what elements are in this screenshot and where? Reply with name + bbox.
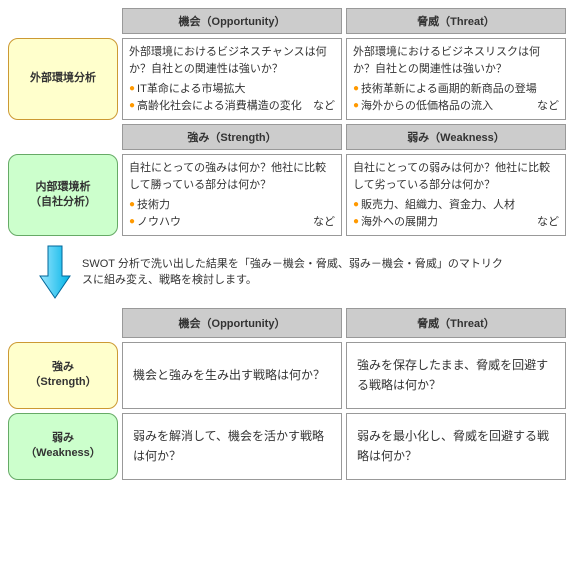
bullet-item: ● 高齢化社会による消費構造の変化 など	[129, 98, 335, 115]
bullet-icon: ●	[129, 81, 135, 97]
rowlabel-internal: 内部環境析 （自社分析）	[8, 154, 118, 236]
matrix-rowlabel-weakness: 弱み （Weakness）	[8, 413, 118, 480]
bullet-text: 技術力	[137, 197, 170, 214]
swot-grid-top: 機会（Opportunity） 脅威（Threat） 外部環境分析 外部環境にお…	[8, 8, 576, 120]
matrix-rowlabel-strength: 強み （Strength）	[8, 342, 118, 409]
header-threat: 脅威（Threat）	[346, 8, 566, 34]
bullet-text: 海外への展開力	[361, 214, 438, 231]
bullet-text: 技術革新による画期的新商品の登場	[361, 81, 537, 98]
cell-ext-threat: 外部環境におけるビジネスリスクは何か？自社との関連性は強いか？ ● 技術革新によ…	[346, 38, 566, 120]
question-text: 自社にとっての弱みは何か？他社に比較して劣っている部分は何か？	[353, 160, 559, 193]
cell-int-weakness: 自社にとっての弱みは何か？他社に比較して劣っている部分は何か？ ● 販売力、組織…	[346, 154, 566, 236]
matrix-cell-st: 強みを保存したまま、脅威を回避する戦略は何か？	[346, 342, 566, 409]
question-text: 外部環境におけるビジネスリスクは何か？自社との関連性は強いか？	[353, 44, 559, 77]
bullet-text: 海外からの低価格品の流入	[361, 98, 493, 115]
header-opportunity: 機会（Opportunity）	[122, 8, 342, 34]
etc-text: など	[531, 214, 559, 231]
bullet-item: ● 技術革新による画期的新商品の登場	[353, 81, 559, 98]
swot-grid-bottom: 強み（Strength） 弱み（Weakness） 内部環境析 （自社分析） 自…	[8, 124, 576, 236]
down-arrow-icon	[38, 244, 72, 300]
cell-int-strength: 自社にとっての強みは何か？他社に比較して勝っている部分は何か？ ● 技術力 ● …	[122, 154, 342, 236]
matrix-header-opportunity: 機会（Opportunity）	[122, 308, 342, 338]
rowlabel-external: 外部環境分析	[8, 38, 118, 120]
question-text: 外部環境におけるビジネスチャンスは何か？自社との関連性は強いか？	[129, 44, 335, 77]
bullet-icon: ●	[353, 197, 359, 213]
header-strength: 強み（Strength）	[122, 124, 342, 150]
bullet-item: ● 海外からの低価格品の流入 など	[353, 98, 559, 115]
bullet-text: IT革命による市場拡大	[137, 81, 245, 98]
bullet-item: ● 海外への展開力 など	[353, 214, 559, 231]
bullet-icon: ●	[353, 81, 359, 97]
bullet-icon: ●	[353, 214, 359, 230]
cell-ext-opportunity: 外部環境におけるビジネスチャンスは何か？自社との関連性は強いか？ ● IT革命に…	[122, 38, 342, 120]
bullet-icon: ●	[129, 197, 135, 213]
cross-matrix: 機会（Opportunity） 脅威（Threat） 強み （Strength）…	[8, 308, 576, 480]
bullet-item: ● IT革命による市場拡大	[129, 81, 335, 98]
matrix-cell-wt: 弱みを最小化し、脅威を回避する戦略は何か？	[346, 413, 566, 480]
bullet-icon: ●	[353, 98, 359, 114]
etc-text: など	[307, 98, 335, 115]
bullet-item: ● 販売力、組織力、資金力、人材	[353, 197, 559, 214]
matrix-header-threat: 脅威（Threat）	[346, 308, 566, 338]
bullet-text: ノウハウ	[137, 214, 181, 231]
arrow-row: SWOT 分析で洗い出した結果を「強み－機会・脅威、弱み－機会・脅威」のマトリク…	[38, 244, 576, 300]
header-weakness: 弱み（Weakness）	[346, 124, 566, 150]
etc-text: など	[307, 214, 335, 231]
bullet-icon: ●	[129, 214, 135, 230]
bullet-icon: ●	[129, 98, 135, 114]
etc-text: など	[531, 98, 559, 115]
arrow-description: SWOT 分析で洗い出した結果を「強み－機会・脅威、弱み－機会・脅威」のマトリク…	[82, 256, 512, 289]
matrix-cell-so: 機会と強みを生み出す戦略は何か？	[122, 342, 342, 409]
question-text: 自社にとっての強みは何か？他社に比較して勝っている部分は何か？	[129, 160, 335, 193]
bullet-text: 高齢化社会による消費構造の変化	[137, 98, 302, 115]
matrix-cell-wo: 弱みを解消して、機会を活かす戦略は何か？	[122, 413, 342, 480]
bullet-item: ● 技術力	[129, 197, 335, 214]
bullet-item: ● ノウハウ など	[129, 214, 335, 231]
bullet-text: 販売力、組織力、資金力、人材	[361, 197, 515, 214]
